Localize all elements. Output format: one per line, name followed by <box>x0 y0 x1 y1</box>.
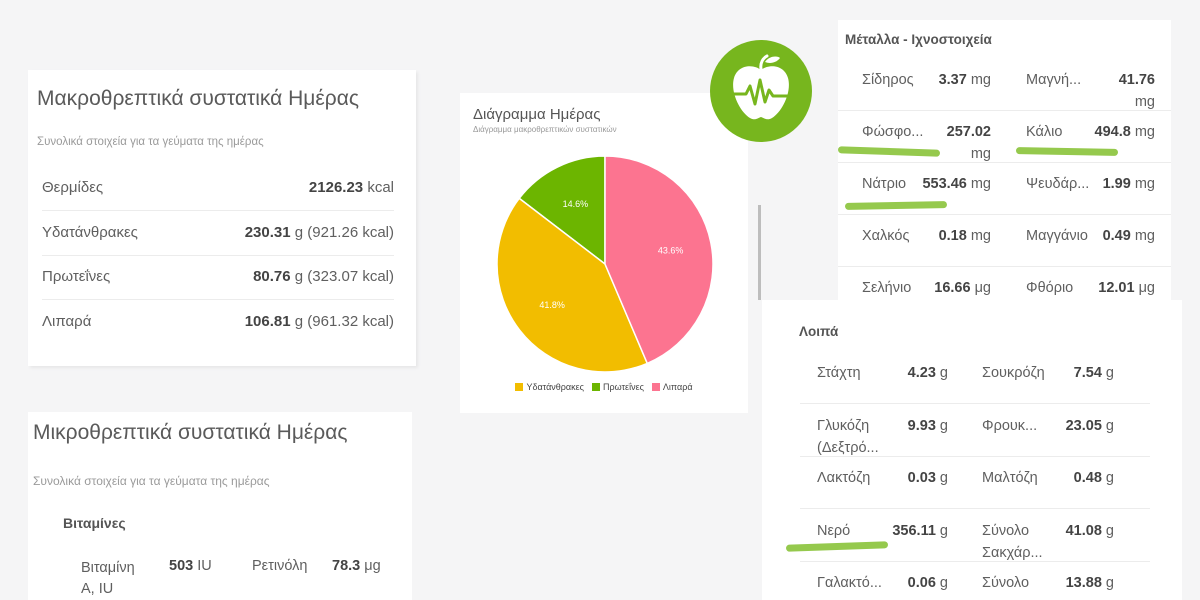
nutrient-label: Ψευδάρ... <box>1026 176 1090 192</box>
row-value: 106.81 g (961.32 kcal) <box>244 313 394 330</box>
micronutrients-card: Μικροθρεπτικά συστατικά Ημέρας Συνολικά … <box>28 412 412 600</box>
row-label: Υδατάνθρακες <box>42 224 138 241</box>
daily-chart-card: Διάγραμμα Ημέρας Διάγραμμα μακροθρεπτικώ… <box>460 93 748 413</box>
nutrient-value: 553.46 mg <box>922 176 991 192</box>
nutrient-value: 1.99 mg <box>1102 176 1155 192</box>
vitamins-section-title: Βιταμίνες <box>63 515 126 531</box>
pie-slice-label: 41.8% <box>539 300 565 310</box>
nutrient-label: Φθόριο <box>1026 280 1074 296</box>
nutrient-label: Γλυκόζη (Δεξτρό... <box>817 417 879 456</box>
nutrient-value: 0.18 mg <box>938 228 991 244</box>
vitamin-a-label: Βιταμίνη A, IU <box>81 560 135 597</box>
nutrient-label: Μαγνή... <box>1026 72 1082 88</box>
nutrient-label: Κάλιο <box>1026 124 1063 140</box>
nutrient-label: Σύνολο Σακχάρ... <box>982 522 1043 561</box>
legend-item[interactable]: Υδατάνθρακες <box>515 382 584 392</box>
legend-label: Υδατάνθρακες <box>526 382 584 392</box>
nutrient-row <box>800 352 1150 404</box>
retinol-value: 78.3 μg <box>332 558 381 574</box>
nutrient-value: 494.8 mg <box>1094 124 1155 140</box>
row-label: Πρωτεΐνες <box>42 268 111 285</box>
nutrient-row <box>800 457 1150 509</box>
nutrient-value: 0.49 mg <box>1102 228 1155 244</box>
nutrient-label: Νερό <box>817 522 851 539</box>
other-title: Λοιπά <box>799 324 839 339</box>
row-label: Λιπαρά <box>42 313 92 330</box>
nutrient-label: Λακτόζη <box>817 470 871 486</box>
nutrient-value: 41.76 mg <box>1118 72 1155 110</box>
micro-subtitle: Συνολικά στοιχεία για τα γεύματα της ημέ… <box>33 474 270 488</box>
scrollbar[interactable] <box>758 205 761 300</box>
nutrient-row <box>800 510 1150 562</box>
legend-label: Λιπαρά <box>662 382 693 392</box>
nutrient-label: Χαλκός <box>862 228 910 244</box>
nutrient-value: 4.23 g <box>907 365 948 381</box>
pie-slice-0[interactable] <box>496 197 649 373</box>
row-label: Θερμίδες <box>42 179 104 196</box>
nutrient-value: 0.03 g <box>907 470 948 486</box>
row-value: 80.76 g (323.07 kcal) <box>253 268 394 285</box>
pie-slice-2[interactable] <box>604 155 714 365</box>
legend-item[interactable]: Πρωτεΐνες <box>591 382 644 392</box>
pie-slice-1[interactable] <box>518 155 606 266</box>
apple-heartbeat-icon <box>710 40 812 142</box>
nutrient-value: 12.01 μg <box>1098 280 1155 296</box>
row-value: 2126.23 kcal <box>308 179 394 196</box>
macro-row-protein: Πρωτεΐνες 80.76 g (323.07 kcal) <box>42 256 394 300</box>
nutrient-value: 23.05 g <box>1065 417 1114 434</box>
vitamin-a-value: 503 IU <box>169 558 212 574</box>
nutrient-value: 257.02 mg <box>946 124 991 162</box>
nutrient-label: Σουκρόζη <box>982 365 1045 381</box>
nutrient-value: 41.08 g <box>1065 522 1114 539</box>
macro-title: Μακροθρεπτικά συστατικά Ημέρας <box>37 87 359 110</box>
nutrient-value: 0.06 g <box>907 575 948 591</box>
nutrient-value: 13.88 g <box>1065 575 1114 591</box>
chart-subtitle: Διάγραμμα μακροθρεπτικών συστατικών <box>473 125 617 134</box>
nutrient-value: 3.37 mg <box>938 72 991 88</box>
nutrient-row <box>838 163 1171 215</box>
nutrient-row <box>800 405 1150 457</box>
nutrient-label: Νάτριο <box>862 176 907 192</box>
nutrient-label: Μαλτόζη <box>982 470 1038 486</box>
legend-swatch <box>651 383 660 391</box>
nutrient-label: Μαγγάνιο <box>1026 228 1088 244</box>
nutrient-label: Σελήνιο <box>862 280 912 296</box>
legend-swatch <box>591 383 600 391</box>
nutrient-label: Γαλακτό... <box>817 575 882 591</box>
metals-card: Μέταλλα - Ιχνοστοιχεία Σίδηρος 3.37 mg Μαγ… <box>838 20 1171 302</box>
macronutrients-card: Μακροθρεπτικά συστατικά Ημέρας Συνολικά … <box>28 70 416 366</box>
nutrient-value: 7.54 g <box>1073 365 1114 381</box>
macro-row-fat: Λιπαρά 106.81 g (961.32 kcal) <box>42 301 394 345</box>
nutrient-value: 356.11 g <box>892 522 948 539</box>
macro-subtitle: Συνολικά στοιχεία για τα γεύματα της ημέ… <box>37 136 264 148</box>
metals-title: Μέταλλα - Ιχνοστοιχεία <box>845 32 992 47</box>
nutrient-label: Φρουκ... <box>982 417 1038 434</box>
macro-row-calories: Θερμίδες 2126.23 kcal <box>42 167 394 211</box>
micro-title: Μικροθρεπτικά συστατικά Ημέρας <box>33 421 348 444</box>
pie-slice-label: 14.6% <box>563 199 589 209</box>
nutrient-label: Στάχτη <box>817 365 861 381</box>
nutrient-value: 9.93 g <box>907 417 948 434</box>
pie-chart: 14.6% 41.8% 43.6% <box>496 155 714 373</box>
nutrient-row <box>838 111 1171 163</box>
chart-title: Διάγραμμα Ημέρας <box>473 106 601 123</box>
pie-slice-label: 43.6% <box>658 246 684 256</box>
row-value: 230.31 g (921.26 kcal) <box>244 224 394 241</box>
legend-swatch <box>515 383 524 391</box>
nutrient-row <box>838 59 1171 111</box>
nutrient-label: Σίδηρος <box>862 72 914 88</box>
nutrient-row <box>838 215 1171 267</box>
nutrient-value: 16.66 μg <box>934 280 991 296</box>
macro-row-carbs: Υδατάνθρακες 230.31 g (921.26 kcal) <box>42 212 394 256</box>
nutrient-label: Φώσφο... <box>862 124 924 140</box>
retinol-label: Ρετινόλη <box>252 558 308 574</box>
nutrient-value: 0.48 g <box>1073 470 1114 486</box>
other-nutrients-card: Λοιπά Στάχτη 4.23 g Σουκρόζη 7.54 g Γλυκόζη(… <box>762 300 1182 600</box>
legend-item[interactable]: Λιπαρά <box>651 382 693 392</box>
legend-label: Πρωτεΐνες <box>602 382 644 392</box>
chart-legend: Υδατάνθρακες Πρωτεΐνες Λιπαρά <box>460 382 748 392</box>
nutrient-label: Σύνολο <box>982 575 1030 591</box>
